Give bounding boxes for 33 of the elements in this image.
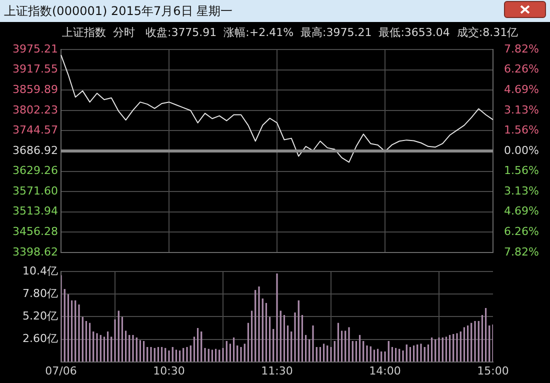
y-tick-label: 3513.94 <box>12 204 58 218</box>
y2-tick-label: 3.13% <box>504 184 539 198</box>
y-tick-label: 5.20亿 <box>22 310 58 323</box>
y2-tick-label: 4.69% <box>504 204 539 218</box>
y2-tick-label: 0.00% <box>504 144 539 157</box>
x-tick-label: 10:30 <box>153 364 185 378</box>
y-tick-label: 3744.57 <box>12 124 58 137</box>
y2-tick-label: 4.69% <box>504 83 539 96</box>
x-tick-label: 15:00 <box>477 364 509 378</box>
x-tick-label: 07/06 <box>45 364 77 378</box>
chart-subtitle: 上证指数 分时 收盘:3775.91 涨幅:+2.41% 最高:3975.21 最低:3653.04 成交:8.31亿 <box>62 25 518 40</box>
x-tick-label: 11:30 <box>261 364 293 378</box>
y-tick-label: 3802.23 <box>12 103 58 116</box>
y-tick-label: 3975.21 <box>12 42 58 56</box>
y-tick-label: 7.80亿 <box>22 287 58 300</box>
y2-tick-label: 6.26% <box>504 225 539 238</box>
y2-tick-label: 1.56% <box>504 164 539 178</box>
y2-tick-label: 1.56% <box>504 124 539 137</box>
y-tick-label: 3629.26 <box>12 164 58 178</box>
y2-tick-label: 7.82% <box>504 245 539 258</box>
y-tick-label: 3859.89 <box>12 83 58 96</box>
y2-tick-label: 6.26% <box>504 62 539 76</box>
x-tick-label: 14:00 <box>369 364 401 378</box>
y-tick-label: 2.60亿 <box>22 332 58 346</box>
y2-tick-label: 3.13% <box>504 103 539 116</box>
y-tick-label: 10.4亿 <box>22 264 58 278</box>
y-tick-label: 3917.55 <box>12 62 58 76</box>
chart-title: 上证指数(000001) 2015年7月6日 星期一 <box>4 3 233 20</box>
y-tick-label: 3571.60 <box>12 184 58 198</box>
y-tick-label: 3456.28 <box>12 224 58 238</box>
y-tick-label: 3398.62 <box>12 245 58 258</box>
y2-tick-label: 7.82% <box>504 42 539 56</box>
y-tick-label: 3686.92 <box>12 144 58 157</box>
